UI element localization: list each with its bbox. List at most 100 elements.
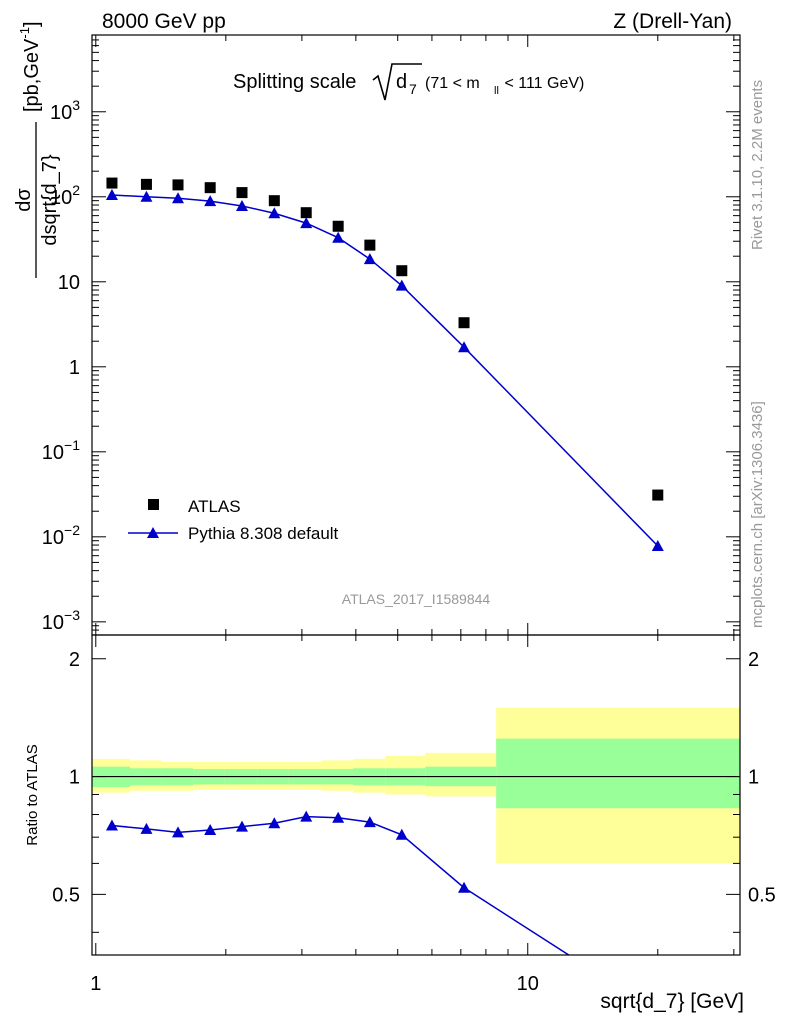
y-axis-label: dσ dsqrt{d_7} [pb,GeV-1] bbox=[13, 21, 61, 278]
ratio-mc-point bbox=[105, 819, 118, 831]
mc-line bbox=[111, 194, 659, 547]
mc-point bbox=[105, 188, 118, 200]
ratio-ticks: 1 10 0.5 0.5 1 1 2 2 bbox=[52, 635, 776, 995]
ratio-mc-point bbox=[458, 881, 471, 893]
ratio-mc-point bbox=[204, 824, 217, 836]
ratio-tick-label-left: 2 bbox=[69, 649, 80, 671]
header-right: Z (Drell-Yan) bbox=[613, 10, 732, 33]
svg-text:(71 < m: (71 < m bbox=[425, 75, 480, 92]
svg-text:7: 7 bbox=[409, 81, 417, 97]
ratio-tick-label-left: 0.5 bbox=[52, 884, 80, 906]
mc-point bbox=[140, 190, 153, 202]
data-point bbox=[458, 317, 470, 329]
data-point bbox=[396, 265, 408, 277]
ratio-panel: 1 10 0.5 0.5 1 1 2 2 bbox=[52, 634, 776, 995]
data-point bbox=[652, 489, 664, 501]
y-tick-base: 10 bbox=[42, 527, 64, 549]
header-left: 8000 GeV pp bbox=[102, 10, 226, 33]
y-tick-exp: −2 bbox=[64, 522, 80, 538]
mc-point bbox=[204, 195, 217, 207]
mc-point bbox=[268, 207, 281, 219]
ratio-tick-label-right: 2 bbox=[748, 649, 759, 671]
svg-text:d: d bbox=[396, 71, 407, 93]
data-point bbox=[204, 182, 216, 194]
title-cut-sub: ll bbox=[494, 85, 499, 97]
mc-point bbox=[458, 341, 471, 353]
mc-point bbox=[363, 253, 376, 265]
data-point bbox=[106, 177, 118, 189]
y-tick-base: 10 bbox=[58, 272, 80, 294]
x-axis-label: sqrt{d_7} [GeV] bbox=[600, 990, 744, 1013]
mc-point bbox=[235, 199, 248, 211]
ratio-y-label: Ratio to ATLAS bbox=[24, 744, 41, 845]
band-inner-bin bbox=[496, 738, 740, 809]
ratio-marks bbox=[105, 810, 571, 955]
mcplots-info: mcplots.cern.ch [arXiv:1306.3436] bbox=[749, 401, 766, 628]
y-tick-label: 10−1 bbox=[42, 437, 80, 464]
svg-text:dσ: dσ bbox=[13, 188, 35, 212]
mc-point bbox=[332, 231, 345, 243]
y-tick-label: 10 bbox=[58, 272, 80, 294]
data-point bbox=[172, 179, 184, 191]
y-tick-label: 10−3 bbox=[42, 607, 80, 634]
y-tick-base: 10 bbox=[50, 102, 72, 124]
title-cut-left: (71 < m bbox=[425, 75, 480, 92]
x-tick-label: 1 bbox=[90, 973, 101, 995]
y-tick-base: 10 bbox=[50, 187, 72, 209]
ratio-tick-label-left: 1 bbox=[69, 767, 80, 789]
x-tick-label: 10 bbox=[517, 973, 539, 995]
y-tick-base: 10 bbox=[42, 612, 64, 634]
ratio-mc-group bbox=[105, 810, 571, 955]
ratio-mc-point bbox=[140, 822, 153, 834]
y-tick-label: 10−2 bbox=[42, 522, 80, 549]
y-tick-base: 10 bbox=[42, 442, 64, 464]
ylabel-units: [pb,GeV bbox=[21, 38, 43, 112]
analysis-watermark: ATLAS_2017_I1589844 bbox=[342, 591, 491, 607]
y-tick-label: 1 bbox=[69, 357, 80, 379]
ratio-bands bbox=[92, 707, 740, 864]
svg-text:dsqrt{d_7}: dsqrt{d_7} bbox=[39, 154, 61, 246]
ratio-mc-point bbox=[235, 820, 248, 832]
ratio-mc-point bbox=[268, 817, 281, 829]
legend: ATLAS Pythia 8.308 default bbox=[128, 497, 339, 543]
ylabel-units-end: ] bbox=[21, 21, 43, 27]
svg-text:< 111 GeV): < 111 GeV) bbox=[500, 75, 584, 92]
rivet-info: Rivet 3.1.10, 2.2M events bbox=[749, 80, 766, 250]
ratio-mc-line bbox=[111, 815, 571, 955]
y-tick-exp: −3 bbox=[64, 607, 80, 623]
sqrt-symbol bbox=[372, 63, 422, 101]
svg-text:[pb,GeV-1]: [pb,GeV-1] bbox=[17, 21, 43, 112]
y-tick-label: 103 bbox=[50, 97, 80, 124]
legend-atlas-marker bbox=[148, 499, 159, 510]
ylabel-numerator: dσ bbox=[13, 188, 35, 212]
ratio-mc-point bbox=[332, 811, 345, 823]
data-point bbox=[236, 187, 248, 199]
data-point bbox=[364, 239, 376, 251]
y-tick-label: 102 bbox=[50, 182, 80, 209]
y-tick-exp: 3 bbox=[72, 97, 80, 113]
mc-point bbox=[395, 279, 408, 291]
mc-point bbox=[172, 192, 185, 204]
y-tick-exp: −1 bbox=[64, 437, 80, 453]
legend-mc-marker bbox=[147, 527, 159, 538]
data-point bbox=[268, 195, 280, 207]
ylabel-denominator: dsqrt{d_7} bbox=[39, 154, 61, 246]
data-point bbox=[140, 178, 152, 190]
y-tick-exp: 2 bbox=[72, 182, 80, 198]
main-marks bbox=[105, 177, 664, 551]
title-cut-right: < 111 GeV) bbox=[500, 75, 584, 92]
data-point bbox=[332, 220, 344, 232]
plot-title: Splitting scale d 7 (71 < m ll < 111 GeV… bbox=[233, 63, 584, 101]
ratio-mc-point bbox=[395, 828, 408, 840]
ylabel-units-sup: -1 bbox=[17, 27, 32, 39]
legend-mc-label: Pythia 8.308 default bbox=[188, 524, 339, 543]
ratio-tick-label-right: 0.5 bbox=[748, 884, 776, 906]
ratio-mc-point bbox=[363, 816, 376, 828]
mc-point bbox=[651, 539, 664, 551]
svg-text:ll: ll bbox=[494, 85, 499, 97]
title-sqrt-sub: 7 bbox=[409, 81, 417, 97]
mc-point bbox=[300, 217, 313, 229]
data-point bbox=[300, 207, 312, 219]
